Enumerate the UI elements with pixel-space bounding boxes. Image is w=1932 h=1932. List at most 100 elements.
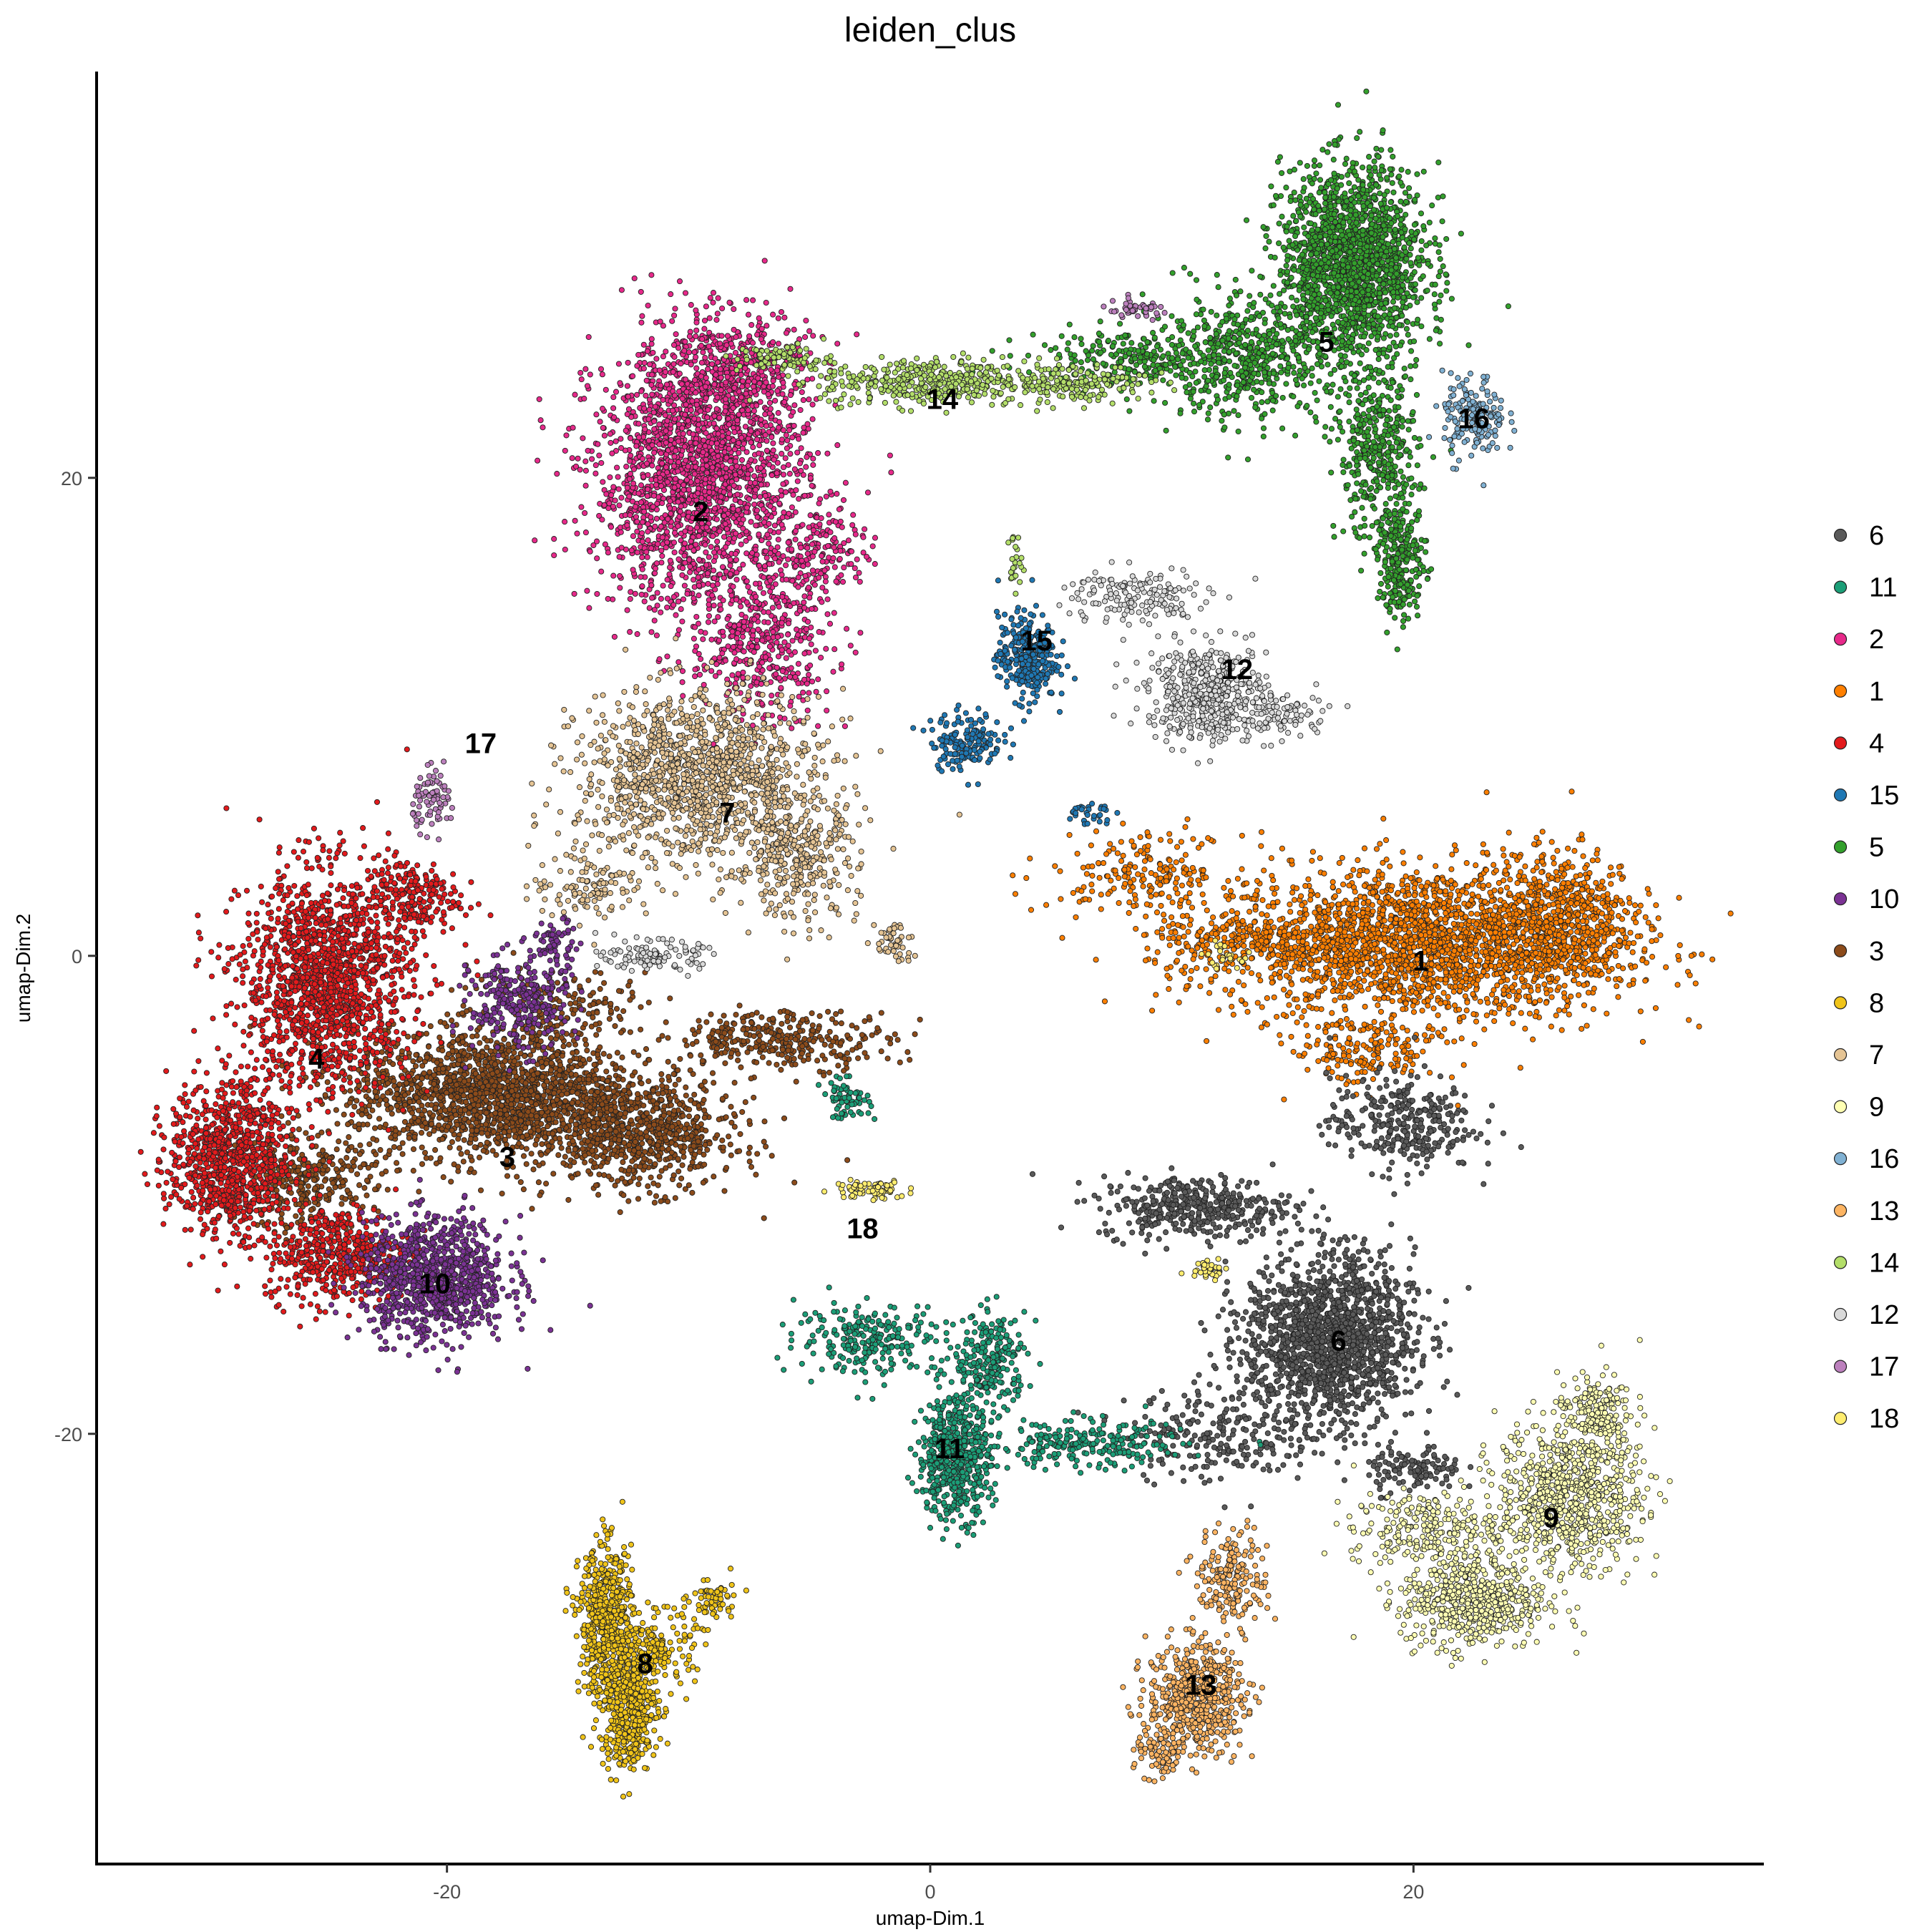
point — [1581, 913, 1588, 919]
point — [1189, 947, 1195, 954]
point — [1303, 1022, 1309, 1028]
point — [1565, 845, 1571, 852]
point — [667, 557, 673, 564]
point — [657, 318, 663, 325]
point — [658, 547, 665, 554]
point — [648, 341, 655, 347]
point — [639, 583, 645, 590]
point — [1582, 865, 1589, 872]
point — [1553, 869, 1559, 875]
point — [1390, 989, 1397, 996]
point — [1083, 871, 1090, 877]
point — [743, 449, 750, 455]
point — [1289, 857, 1295, 864]
point — [1380, 907, 1386, 914]
point — [562, 519, 568, 525]
point — [718, 606, 724, 613]
point — [703, 395, 709, 401]
point — [1533, 834, 1540, 841]
point — [1230, 893, 1236, 899]
point — [1304, 1033, 1311, 1039]
point — [1273, 962, 1279, 968]
point — [1175, 922, 1181, 928]
point — [1526, 911, 1532, 917]
point — [1484, 849, 1491, 856]
point — [1575, 955, 1581, 962]
point — [1536, 997, 1543, 1004]
point — [1547, 987, 1553, 993]
point — [1144, 945, 1151, 952]
point — [1531, 976, 1538, 982]
point — [1132, 896, 1138, 902]
point — [1307, 967, 1314, 973]
point — [1538, 899, 1545, 905]
point — [600, 424, 606, 431]
point — [1126, 899, 1133, 906]
point — [1518, 1010, 1524, 1016]
point — [1154, 949, 1161, 955]
point — [1399, 882, 1405, 888]
point — [1573, 873, 1579, 879]
point — [1392, 1028, 1398, 1035]
point — [1430, 979, 1437, 985]
point — [1364, 955, 1370, 961]
point — [1560, 899, 1566, 906]
point — [1182, 824, 1189, 830]
point — [824, 611, 831, 618]
point — [779, 492, 785, 499]
point — [1614, 983, 1620, 990]
point — [1307, 977, 1314, 984]
point — [1144, 829, 1151, 836]
point — [713, 316, 720, 323]
point — [1283, 921, 1289, 927]
point — [1316, 935, 1322, 942]
point — [1302, 997, 1309, 1003]
point — [1264, 1021, 1270, 1028]
point — [1286, 1002, 1292, 1008]
point — [1517, 946, 1523, 953]
point — [1404, 911, 1410, 917]
point — [1375, 1055, 1382, 1061]
point — [1548, 1023, 1554, 1030]
point — [1541, 981, 1548, 987]
point — [1506, 890, 1513, 897]
point — [1562, 924, 1568, 930]
point — [1402, 1000, 1409, 1007]
point — [1616, 937, 1623, 944]
point — [782, 455, 789, 462]
point — [696, 582, 702, 589]
point — [1264, 995, 1270, 1001]
point — [1586, 939, 1592, 945]
point — [562, 447, 568, 454]
point — [1574, 911, 1581, 917]
point — [1506, 1006, 1513, 1013]
point — [551, 536, 557, 542]
point — [1335, 987, 1341, 994]
point — [1552, 886, 1558, 892]
point — [1206, 990, 1213, 996]
point — [1532, 999, 1538, 1005]
point — [1258, 951, 1264, 957]
point — [726, 446, 732, 452]
point — [1674, 982, 1681, 988]
point — [1332, 946, 1338, 952]
point — [1322, 914, 1329, 920]
point — [1475, 893, 1482, 899]
point — [1548, 839, 1555, 845]
point — [1443, 969, 1449, 975]
point — [1507, 877, 1513, 883]
point — [1495, 945, 1502, 951]
point — [1399, 1025, 1406, 1031]
point — [1277, 968, 1284, 975]
point — [1301, 1008, 1307, 1015]
point — [1382, 899, 1389, 906]
point — [1454, 961, 1460, 968]
point — [1315, 1024, 1322, 1030]
point — [1554, 877, 1561, 883]
point — [1550, 901, 1556, 907]
point — [1584, 874, 1591, 881]
point — [655, 541, 661, 547]
point — [1543, 919, 1549, 925]
point — [1531, 945, 1537, 951]
point — [714, 311, 721, 317]
